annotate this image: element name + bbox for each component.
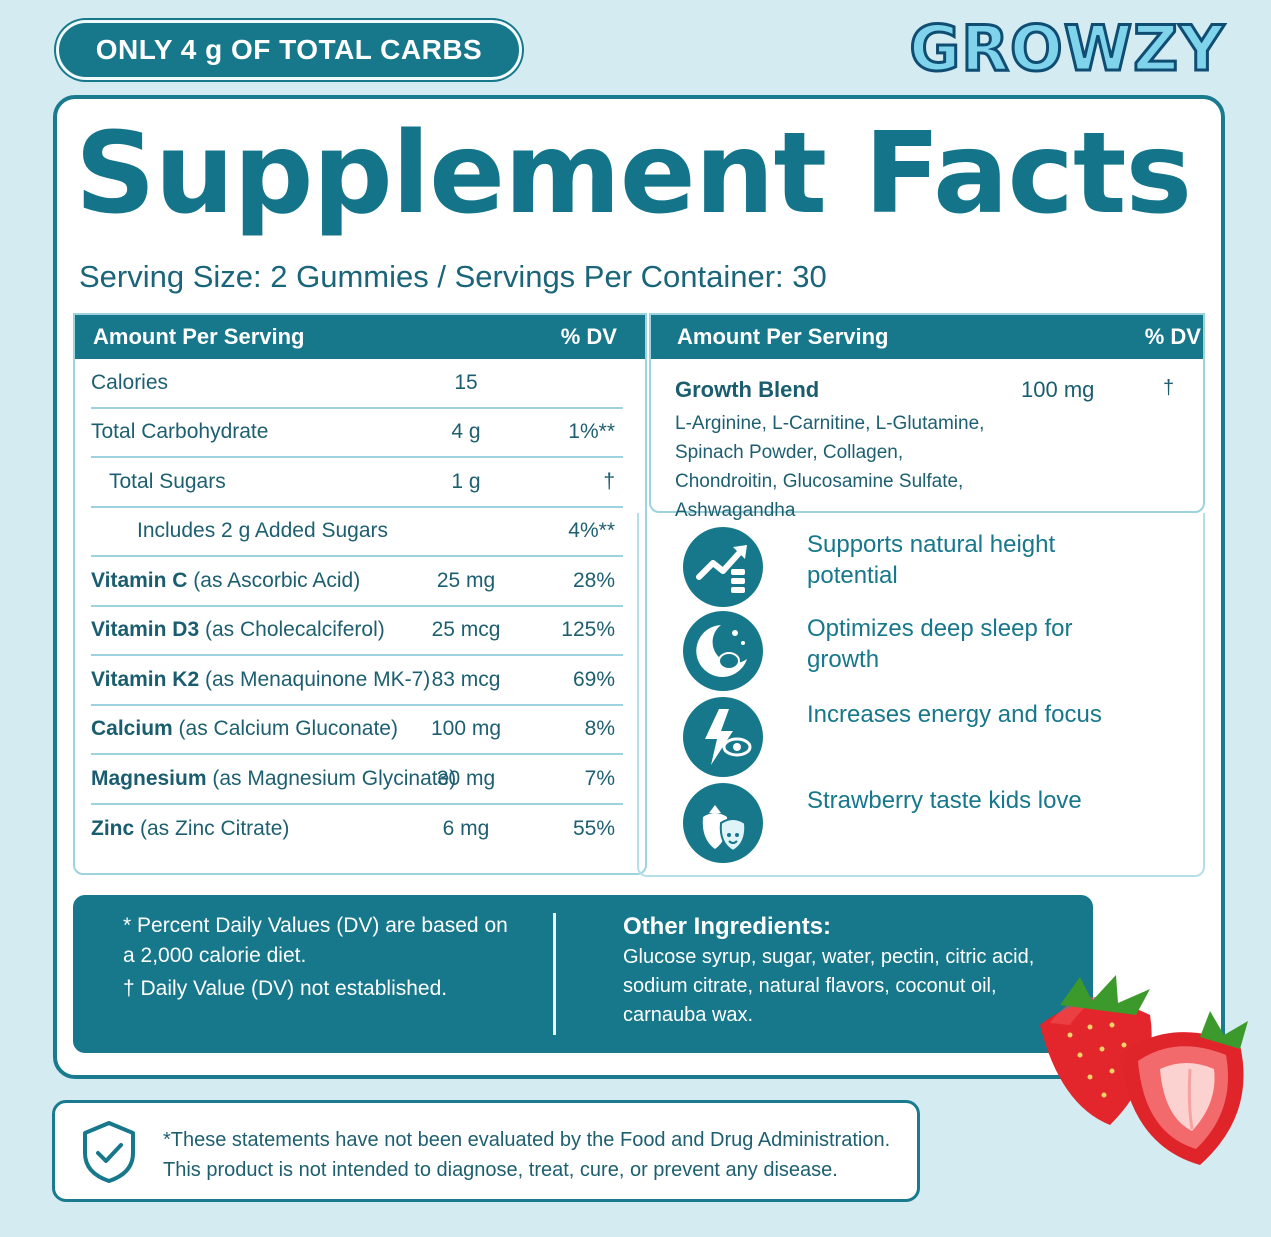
nutrient-detail: (as Menaquinone MK-7) (199, 667, 431, 691)
benefit-text: Increases energy and focus (807, 701, 1102, 728)
nutrient-amount: 83 mcg (431, 667, 501, 691)
disclaimer-text: *These statements have not been evaluate… (163, 1125, 903, 1185)
nutrient-amount: 6 mg (442, 817, 490, 841)
nutrient-label: Total Sugars (109, 469, 226, 493)
other-ingredients-title: Other Ingredients: (623, 913, 832, 940)
nutrient-row: Total Sugars 1 g † (91, 458, 623, 508)
nutrient-amount: 25 mcg (431, 618, 501, 642)
blend-dv: † (1163, 377, 1175, 399)
nutrient-dv: 125% (561, 618, 615, 642)
brand-logo: GROWZY (908, 11, 1226, 87)
nutrient-dv: 4%** (568, 519, 615, 543)
nutrient-rows: Calories 15 Total Carbohydrate 4 g 1%** Total… (75, 359, 645, 854)
nutrient-dv: 7% (584, 766, 615, 790)
nutrient-label: Vitamin K2 (91, 667, 200, 691)
benefit-item: Strawberry taste kids love (683, 783, 1183, 869)
header-amount: Amount Per Serving (93, 324, 305, 349)
blend-name: Growth Blend (675, 377, 820, 402)
nutrient-label: Calcium (91, 717, 173, 741)
benefit-item: Increases energy and focus (683, 697, 1183, 783)
nutrient-row: Includes 2 g Added Sugars 4%** (91, 508, 623, 557)
nutrient-row: Vitamin C (as Ascorbic Acid) 25 mg 28% (91, 557, 623, 607)
nutrient-name: Magnesium (as Magnesium Glycinate) (91, 767, 623, 791)
nutrient-dv: 28% (572, 568, 615, 592)
benefit-text: Supports natural height potential (807, 531, 1056, 589)
growth-blend-table: Amount Per Serving % DV Growth Blend 100… (649, 313, 1205, 521)
footnotes-band: * Percent Daily Values (DV) are based on… (73, 895, 1093, 1053)
nutrient-name: Total Sugars (91, 470, 623, 494)
nutrient-row: Calories 15 (91, 359, 623, 409)
nutrient-row: Total Carbohydrate 4 g 1%** (91, 409, 623, 458)
growth-chart-icon (683, 527, 763, 607)
nutrient-amount: 25 mg (436, 568, 496, 592)
nutrient-dv: 55% (572, 817, 615, 841)
nutrient-row: Vitamin K2 (as Menaquinone MK-7) 83 mcg 69… (91, 656, 623, 706)
fda-disclaimer: *These statements have not been evaluate… (52, 1100, 920, 1202)
divider (553, 913, 556, 1035)
disclaimer-line1: *These statements have not been evaluate… (163, 1129, 891, 1151)
benefit-item: Optimizes deep sleep for growth (683, 611, 1183, 697)
benefit-item: Supports natural height potential (683, 527, 1183, 613)
nutrient-amount: 4 g (451, 420, 481, 444)
nutrient-amount: 30 mg (436, 766, 496, 790)
benefit-text: Optimizes deep sleep for growth (807, 615, 1073, 673)
nutrient-dv: 8% (584, 717, 615, 741)
strawberry-icon (683, 783, 763, 863)
table-header: Amount Per Serving % DV (651, 315, 1203, 359)
moon-sleep-icon (683, 611, 763, 691)
nutrient-name: Zinc (as Zinc Citrate) (91, 817, 623, 841)
energy-bolt-eye-icon (683, 697, 763, 777)
disclaimer-line2: This product is not intended to diagnose… (163, 1159, 838, 1181)
nutrient-detail: (as Ascorbic Acid) (187, 568, 361, 592)
blend-ingredients: L-Arginine, L-Carnitine, L-Glutamine, Sp… (675, 413, 985, 521)
nutrient-label: Zinc (91, 817, 135, 841)
header-dv: % DV (1144, 324, 1201, 349)
supplement-facts-card: Supplement Facts Serving Size: 2 Gummies… (53, 95, 1225, 1079)
nutrient-name: Calcium (as Calcium Gluconate) (91, 717, 623, 741)
header-dv: % DV (560, 324, 617, 349)
dv-footnote: * Percent Daily Values (DV) are based on… (123, 914, 508, 967)
nutrient-name: Vitamin D3 (as Cholecalciferol) (91, 618, 623, 642)
nutrient-name: Vitamin K2 (as Menaquinone MK-7) (91, 668, 623, 692)
nutrient-row: Magnesium (as Magnesium Glycinate) 30 mg 7… (91, 755, 623, 805)
nutrient-name: Includes 2 g Added Sugars (91, 519, 623, 543)
dagger-footnote: † Daily Value (DV) not established. (123, 977, 448, 1000)
nutrient-row: Calcium (as Calcium Gluconate) 100 mg 8% (91, 706, 623, 755)
total-carbs-badge: ONLY 4 g OF TOTAL CARBS (56, 20, 522, 80)
nutrient-name: Total Carbohydrate (91, 420, 623, 444)
nutrient-amount: 1 g (451, 469, 481, 493)
nutrient-label: Vitamin C (91, 568, 188, 592)
nutrient-name: Calories (91, 371, 623, 395)
nutrient-dv: 1%** (568, 420, 615, 444)
nutrient-row: Zinc (as Zinc Citrate) 6 mg 55% (91, 805, 623, 855)
nutrient-label: Magnesium (91, 766, 207, 790)
nutrient-amount: 15 (454, 370, 478, 394)
table-header: Amount Per Serving % DV (75, 315, 645, 359)
page-title: Supplement Facts (75, 109, 1192, 239)
header-amount: Amount Per Serving (677, 324, 889, 349)
other-ingredients-text: Glucose syrup, sugar, water, pectin, cit… (623, 946, 1035, 1026)
nutrient-dv: 69% (572, 667, 615, 691)
nutrient-detail: (as Zinc Citrate) (134, 817, 290, 841)
nutrient-detail: (as Magnesium Glycinate) (206, 766, 457, 790)
shield-check-icon (79, 1119, 139, 1190)
nutrient-label: Vitamin D3 (91, 618, 200, 642)
nutrient-label: Calories (91, 370, 169, 394)
nutrient-label: Total Carbohydrate (91, 420, 269, 444)
benefits-panel: Supports natural height potential Optimi… (637, 513, 1205, 877)
nutrient-amount: 100 mg (430, 717, 502, 741)
nutrient-table: Amount Per Serving % DV Calories 15 Total … (73, 313, 647, 875)
benefit-text: Strawberry taste kids love (807, 787, 1082, 814)
blend-amount: 100 mg (1021, 377, 1095, 402)
nutrient-label: Includes 2 g Added Sugars (137, 519, 389, 543)
nutrient-row: Vitamin D3 (as Cholecalciferol) 25 mcg 125… (91, 607, 623, 656)
nutrient-detail: (as Calcium Gluconate) (172, 717, 398, 741)
nutrient-name: Vitamin C (as Ascorbic Acid) (91, 569, 623, 593)
nutrient-detail: (as Cholecalciferol) (199, 618, 385, 642)
nutrient-dv: † (603, 469, 615, 493)
serving-info: Serving Size: 2 Gummies / Servings Per C… (79, 259, 827, 294)
strawberries-image (1020, 965, 1260, 1190)
